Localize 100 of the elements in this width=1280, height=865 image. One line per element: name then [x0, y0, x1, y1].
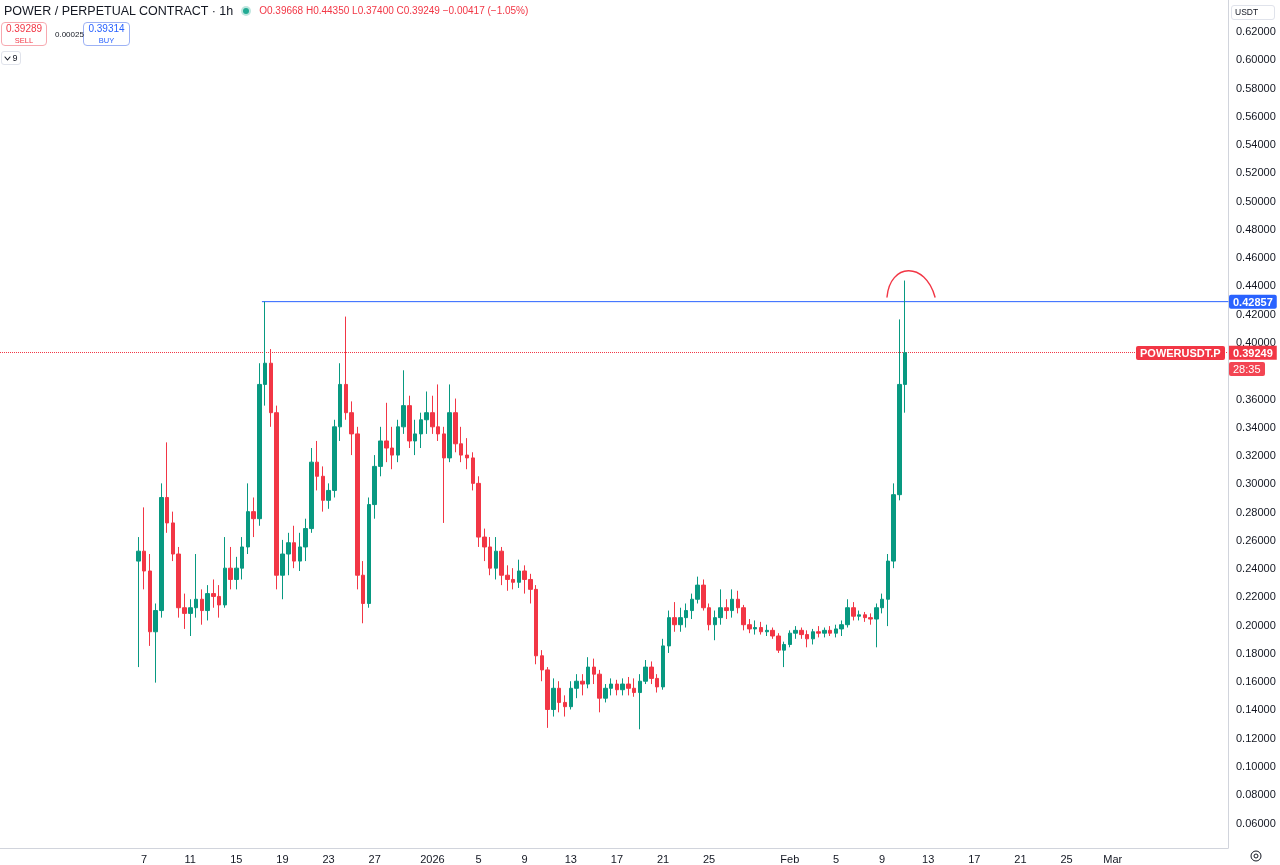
candlestick — [811, 628, 815, 645]
candlestick — [442, 426, 446, 524]
candlestick — [759, 621, 763, 636]
annotation: POWERUSDT.P — [1136, 345, 1225, 360]
annotation: 0.39314 — [88, 23, 125, 34]
y-tick-label: 0.16000 — [1236, 675, 1276, 688]
candlestick — [251, 496, 256, 538]
candlestick — [857, 610, 861, 621]
candlestick — [315, 440, 319, 491]
x-tick-label: 9 — [879, 852, 886, 865]
candlestick — [822, 627, 827, 638]
y-tick-label: 0.12000 — [1236, 731, 1276, 744]
y-tick-label: 0.24000 — [1236, 562, 1276, 575]
collapse-button: 9 — [1, 51, 21, 65]
x-tick-label: 25 — [1060, 852, 1073, 865]
candlestick — [753, 619, 757, 636]
y-tick-label: 0.54000 — [1236, 138, 1276, 151]
text: 28:35 — [1229, 361, 1265, 376]
y-tick-label: 0.32000 — [1236, 449, 1276, 462]
x-tick-label: Mar — [1103, 852, 1123, 865]
candlestick — [580, 673, 585, 696]
x-tick-label: 15 — [230, 852, 243, 865]
candlestick — [816, 625, 821, 638]
candlestick — [148, 553, 152, 647]
candlestick — [200, 588, 204, 626]
candlestick — [782, 641, 786, 668]
y-tick-label: 0.46000 — [1236, 251, 1276, 264]
candlestick — [292, 525, 296, 569]
y-axis-title: USDT — [1231, 5, 1275, 20]
candlestick — [730, 588, 734, 619]
annotation: 9 — [12, 53, 18, 63]
candlestick — [557, 680, 561, 713]
y-tick-label: 0.08000 — [1236, 788, 1276, 801]
y-tick-label: 0.26000 — [1236, 533, 1276, 546]
candlestick — [672, 601, 677, 633]
candlestick — [517, 559, 521, 589]
candlestick — [551, 677, 556, 718]
x-tick-label: 17 — [968, 852, 981, 865]
y-tick-label: 0.52000 — [1236, 166, 1276, 179]
y-tick-label: 0.58000 — [1236, 81, 1276, 94]
y-tick-label: 0.20000 — [1236, 618, 1276, 631]
x-tick-label: 9 — [521, 852, 528, 865]
candlestick — [828, 625, 832, 637]
y-tick-label: 0.62000 — [1236, 25, 1276, 38]
ref-line-label: 0.39249 — [1233, 346, 1273, 359]
candlestick — [620, 677, 625, 696]
y-tick-label: 0.30000 — [1236, 477, 1276, 490]
chart-title: POWER / PERPETUAL CONTRACT · 1h — [4, 4, 234, 18]
x-tick-label: 23 — [322, 852, 335, 865]
y-tick-label: 0.22000 — [1236, 590, 1276, 603]
x-tick-label: 11 — [184, 852, 196, 865]
annotation: 0.00025 — [55, 30, 84, 39]
candlestick — [724, 598, 729, 620]
x-tick-label: 13 — [564, 852, 577, 865]
x-tick-label: 27 — [368, 852, 381, 865]
y-tick-label: 0.48000 — [1236, 222, 1276, 235]
candlestick — [586, 656, 590, 689]
annotation: 0.39289 — [5, 23, 43, 34]
y-tick-label: 0.14000 — [1236, 703, 1276, 716]
y-tick-label: 0.42000 — [1236, 307, 1276, 320]
candlestick — [661, 638, 665, 691]
candlestick — [465, 437, 469, 470]
y-tick-label: 0.06000 — [1236, 816, 1276, 829]
candlestick — [667, 610, 671, 654]
y-tick-label: 0.50000 — [1236, 194, 1276, 207]
y-tick-label: 0.40000 — [1236, 336, 1276, 349]
annotation: O0.39668 H0.44350 L0.37400 C0.39249 −0.00417 (−1.05%) — [259, 5, 529, 17]
y-tick-label: 0.56000 — [1236, 109, 1276, 122]
x-tick-label: 7 — [141, 852, 148, 865]
candlestick — [205, 584, 210, 621]
candlestick — [223, 536, 227, 609]
candlestick — [407, 395, 412, 449]
candlestick — [136, 536, 141, 668]
candlestick — [142, 506, 146, 590]
candlestick — [228, 546, 233, 590]
candlestick — [494, 536, 498, 580]
candlestick — [615, 679, 619, 696]
y-tick-label: 0.34000 — [1236, 420, 1276, 433]
x-tick-label: 5 — [475, 852, 482, 865]
candlestick — [447, 383, 452, 463]
candlestick — [851, 601, 856, 621]
candlestick — [165, 441, 169, 534]
x-tick-label: 19 — [276, 852, 289, 865]
y-tick-label: 0.60000 — [1236, 53, 1276, 66]
candlestick — [246, 482, 250, 555]
x-tick-label: Feb — [780, 852, 800, 865]
y-tick-label: 0.44000 — [1236, 279, 1276, 292]
x-tick-label: 2026 — [420, 852, 445, 865]
x-tick-label: 21 — [656, 852, 670, 865]
y-tick-label: 0.10000 — [1236, 760, 1276, 773]
data-label: 0.42857 — [1233, 295, 1273, 308]
candlestick — [321, 465, 325, 513]
y-tick-label: 0.36000 — [1236, 392, 1276, 405]
x-tick-label: 13 — [922, 852, 935, 865]
candlestick — [563, 694, 567, 718]
x-tick-label: 5 — [832, 852, 840, 865]
y-tick-label: 0.18000 — [1236, 646, 1276, 659]
x-tick-label: 25 — [703, 852, 716, 865]
x-tick-label: 21 — [1014, 852, 1027, 865]
y-tick-label: 0.28000 — [1236, 505, 1276, 518]
